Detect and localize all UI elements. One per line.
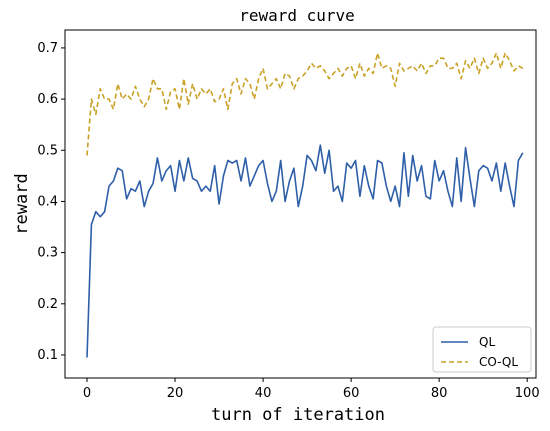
series-layer <box>86 52 524 358</box>
x-tick-label: 0 <box>83 386 91 401</box>
y-tick-label: 0.6 <box>37 92 58 107</box>
legend-label: QL <box>479 335 495 349</box>
y-tick-label: 0.1 <box>37 348 58 363</box>
plot-frame <box>64 29 537 379</box>
y-axis-ticks: 0.1 0.2 0.3 0.4 0.5 0.6 0.7 <box>37 41 65 363</box>
x-tick-label: 40 <box>255 386 272 401</box>
y-tick-label: 0.4 <box>37 194 58 209</box>
x-tick-label: 100 <box>515 386 540 401</box>
x-tick-label: 60 <box>343 386 360 401</box>
y-axis-label: reward <box>12 173 32 234</box>
y-tick-label: 0.7 <box>37 41 58 56</box>
x-tick-label: 80 <box>431 386 448 401</box>
chart-title: reward curve <box>239 6 355 25</box>
legend-label: CO-QL <box>479 355 518 369</box>
legend-box <box>432 326 532 373</box>
x-tick-label: 20 <box>167 386 184 401</box>
legend: QL CO-QL <box>432 326 532 373</box>
x-axis-label: turn of iteration <box>211 405 385 425</box>
series-line-ql <box>86 144 524 358</box>
y-tick-label: 0.5 <box>37 143 58 158</box>
y-tick-label: 0.3 <box>37 246 58 261</box>
y-tick-label: 0.2 <box>37 297 58 312</box>
series-line-co-ql <box>86 52 524 156</box>
x-axis-ticks: 0 20 40 60 80 100 <box>83 378 540 401</box>
